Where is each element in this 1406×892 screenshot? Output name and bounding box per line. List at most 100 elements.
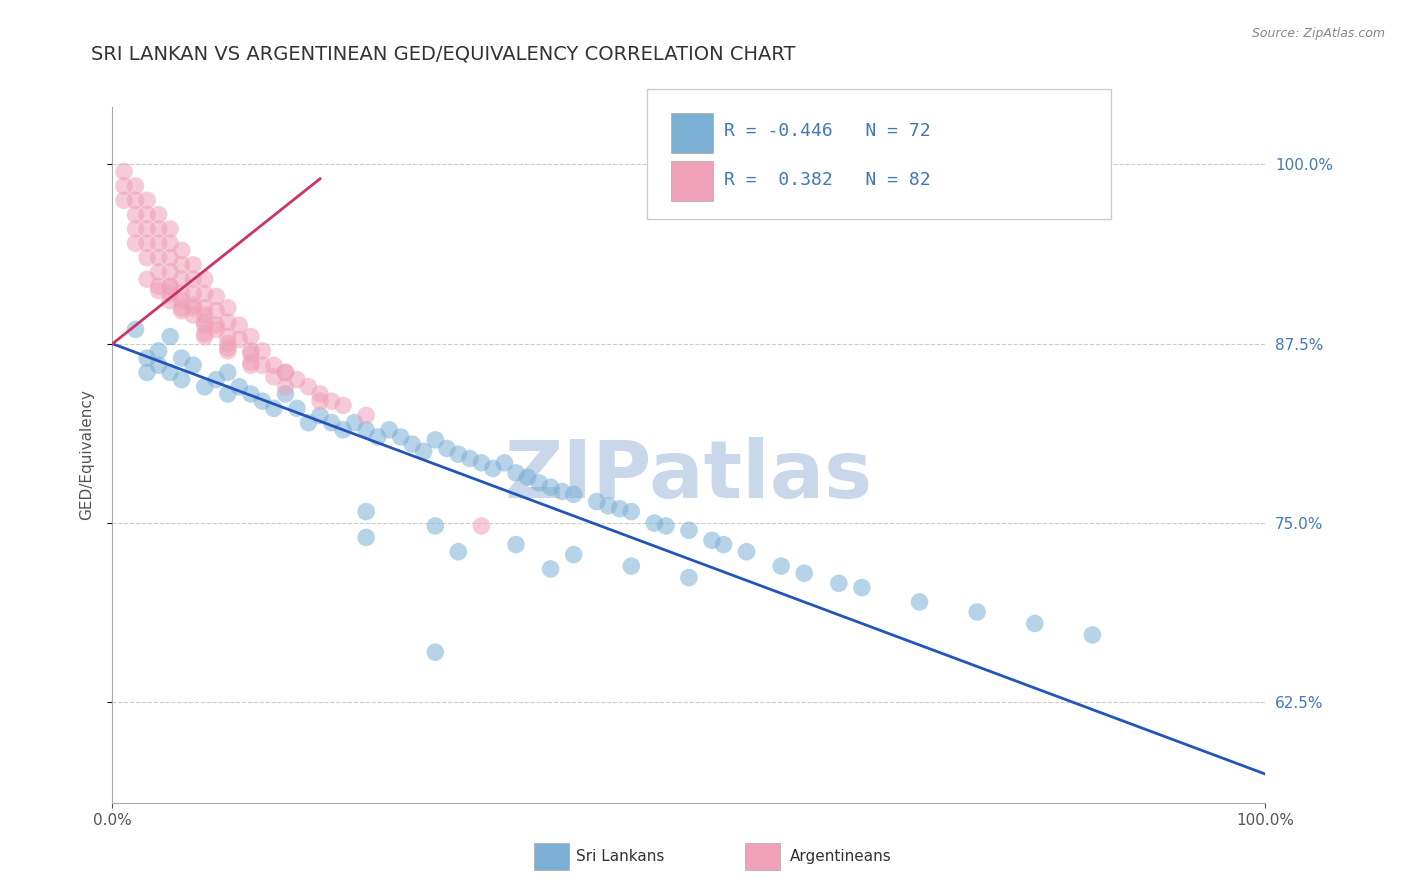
Point xyxy=(112,178,135,193)
Point xyxy=(252,358,274,372)
Point xyxy=(124,178,146,193)
Point xyxy=(194,308,217,322)
Point xyxy=(609,501,631,516)
Point xyxy=(470,456,492,470)
Point xyxy=(148,236,170,251)
Point xyxy=(966,605,988,619)
Point xyxy=(297,416,319,430)
Point xyxy=(354,409,377,423)
Point xyxy=(148,251,170,265)
Point xyxy=(505,466,527,480)
Text: R = -0.446   N = 72: R = -0.446 N = 72 xyxy=(724,122,931,140)
Point xyxy=(828,576,851,591)
Point xyxy=(309,394,332,409)
Point xyxy=(112,164,135,178)
Point xyxy=(181,298,204,312)
Point xyxy=(447,545,470,559)
Text: Sri Lankans: Sri Lankans xyxy=(576,849,665,863)
Point xyxy=(148,279,170,293)
Point xyxy=(908,595,931,609)
Point xyxy=(378,423,401,437)
Point xyxy=(112,194,135,208)
Text: ZIPatlas: ZIPatlas xyxy=(505,437,873,515)
Point xyxy=(263,401,285,416)
Text: SRI LANKAN VS ARGENTINEAN GED/EQUIVALENCY CORRELATION CHART: SRI LANKAN VS ARGENTINEAN GED/EQUIVALENC… xyxy=(91,45,796,63)
Point xyxy=(194,301,217,315)
Point xyxy=(148,265,170,279)
Point xyxy=(598,499,620,513)
Point xyxy=(136,251,159,265)
Point xyxy=(170,272,193,286)
Point xyxy=(205,303,228,318)
Point xyxy=(239,358,262,372)
Point xyxy=(620,505,643,519)
Point xyxy=(274,387,297,401)
Point xyxy=(228,380,250,394)
Point xyxy=(148,343,170,358)
Point xyxy=(678,523,700,537)
Point xyxy=(793,566,815,581)
Point xyxy=(252,343,274,358)
Point xyxy=(367,430,389,444)
Point xyxy=(194,272,217,286)
Point xyxy=(217,301,239,315)
Point xyxy=(148,208,170,222)
Point xyxy=(585,494,607,508)
Point xyxy=(217,387,239,401)
Point xyxy=(217,366,239,380)
Point xyxy=(170,303,193,318)
Point xyxy=(205,373,228,387)
Point xyxy=(551,484,574,499)
Point xyxy=(447,447,470,461)
Point xyxy=(505,538,527,552)
Point xyxy=(124,322,146,336)
Point xyxy=(425,433,447,447)
Point xyxy=(389,430,412,444)
Point xyxy=(124,194,146,208)
Point xyxy=(124,236,146,251)
Point xyxy=(263,358,285,372)
Point xyxy=(159,279,181,293)
Point xyxy=(136,272,159,286)
Point xyxy=(239,387,262,401)
Point xyxy=(354,530,377,544)
Point xyxy=(436,442,458,456)
Point xyxy=(217,343,239,358)
Point xyxy=(205,322,228,336)
Point xyxy=(136,236,159,251)
Point xyxy=(700,533,723,548)
Point xyxy=(851,581,873,595)
Point xyxy=(494,456,516,470)
Point xyxy=(148,358,170,372)
Point xyxy=(354,423,377,437)
Point xyxy=(170,286,193,301)
Point xyxy=(770,559,793,574)
Point xyxy=(194,315,217,329)
Point xyxy=(181,308,204,322)
Point xyxy=(170,258,193,272)
Point xyxy=(252,394,274,409)
Point xyxy=(159,366,181,380)
Point xyxy=(274,366,297,380)
Point xyxy=(425,519,447,533)
Point xyxy=(181,358,204,372)
Point xyxy=(159,329,181,343)
Point xyxy=(194,329,217,343)
Point xyxy=(181,286,204,301)
Point xyxy=(205,289,228,303)
Point xyxy=(228,318,250,332)
Point xyxy=(562,548,585,562)
Point xyxy=(321,416,343,430)
Point xyxy=(136,194,159,208)
Point xyxy=(170,373,193,387)
Point xyxy=(181,272,204,286)
Point xyxy=(239,347,262,361)
Point xyxy=(540,562,562,576)
Point xyxy=(735,545,758,559)
Point xyxy=(562,487,585,501)
Text: R =  0.382   N = 82: R = 0.382 N = 82 xyxy=(724,171,931,189)
Point xyxy=(332,399,354,413)
Point xyxy=(170,351,193,365)
Point xyxy=(1024,616,1046,631)
Point xyxy=(124,222,146,236)
